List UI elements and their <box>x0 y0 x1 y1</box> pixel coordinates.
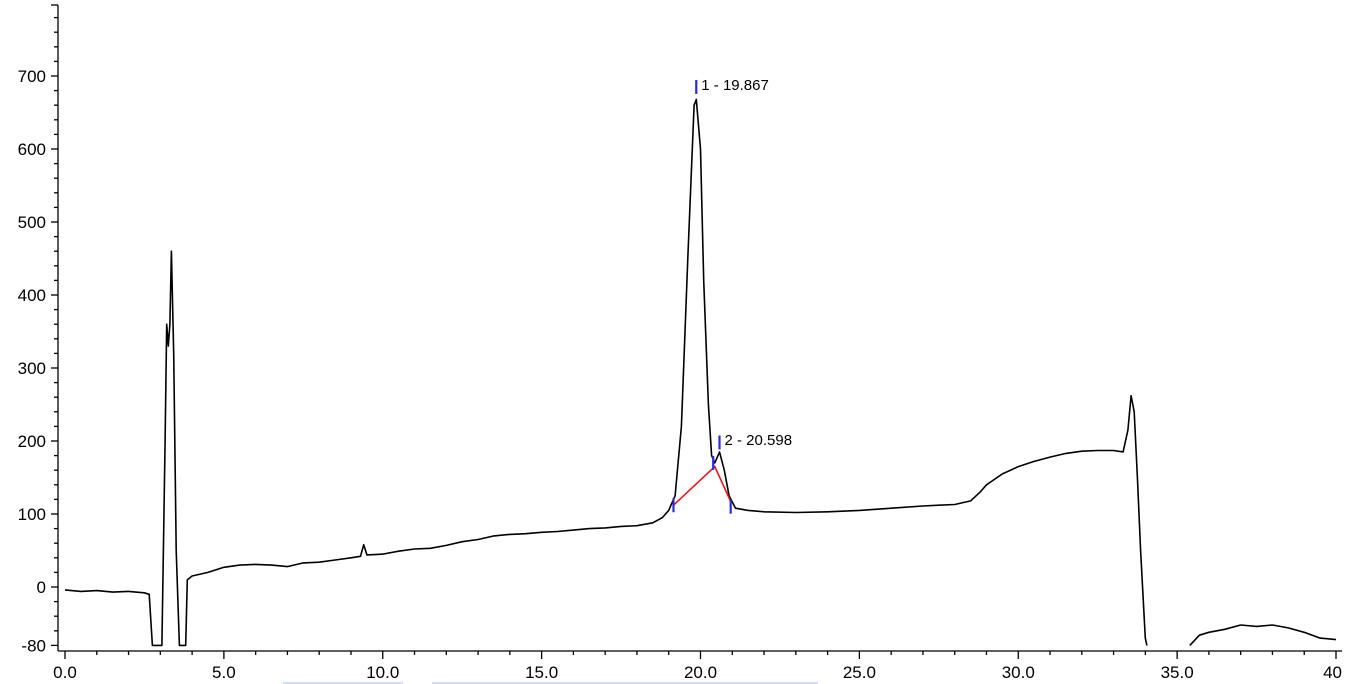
y-ticks <box>51 4 58 647</box>
y-tick-label: 500 <box>18 213 46 232</box>
peak-labels: 1 - 19.867 2 - 20.598 <box>701 77 792 449</box>
y-tick-label: 200 <box>18 432 46 451</box>
y-tick-label: -80 <box>21 636 46 655</box>
x-tick-labels: 0.0 5.0 10.0 15.0 20.0 25.0 30.0 35.0 40 <box>53 663 1342 682</box>
x-tick-label: 35.0 <box>1161 663 1194 682</box>
chromatogram-trace-segment <box>64 98 1148 647</box>
x-tick-label: 30.0 <box>1002 663 1035 682</box>
x-tick-label: 25.0 <box>843 663 876 682</box>
y-tick-label: 600 <box>18 140 46 159</box>
x-tick-label: 20.0 <box>684 663 717 682</box>
y-tick-label: 100 <box>18 505 46 524</box>
chromatogram-traces <box>64 98 1337 647</box>
y-tick-label: 0 <box>37 578 46 597</box>
integration-baseline <box>672 465 732 506</box>
y-tick-label: 400 <box>18 286 46 305</box>
x-tick-label: 10.0 <box>366 663 399 682</box>
x-tick-label: 5.0 <box>212 663 236 682</box>
peak-label: 1 - 19.867 <box>701 77 769 94</box>
integration-baseline-line <box>672 465 732 506</box>
chromatogram-trace-segment <box>1189 624 1337 646</box>
x-tick-label: 15.0 <box>525 663 558 682</box>
y-tick-label: 700 <box>18 67 46 86</box>
integration-markers <box>672 79 732 514</box>
x-tick-label: 0.0 <box>53 663 77 682</box>
y-tick-labels: -80 0 100 200 300 400 500 600 700 <box>18 67 46 655</box>
x-tick-label: 40 <box>1323 663 1342 682</box>
peak-label: 2 - 20.598 <box>725 432 793 449</box>
y-tick-label: 300 <box>18 359 46 378</box>
axes <box>57 5 1342 652</box>
x-ticks <box>64 651 1337 659</box>
